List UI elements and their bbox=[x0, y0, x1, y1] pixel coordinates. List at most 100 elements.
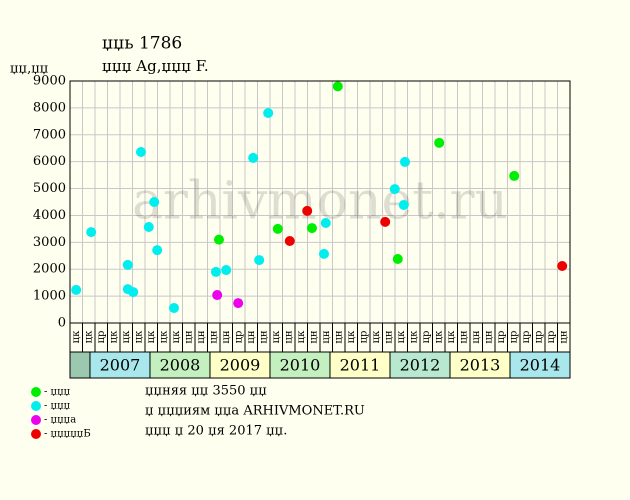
legend-marker bbox=[31, 415, 41, 425]
year-band bbox=[209, 351, 271, 379]
period-label: цк bbox=[408, 330, 419, 343]
point bbox=[320, 217, 331, 228]
period-label: цн bbox=[221, 330, 232, 343]
point bbox=[318, 248, 329, 259]
year-band bbox=[509, 351, 571, 379]
period-label: цк bbox=[371, 330, 382, 343]
period-label: цк bbox=[396, 330, 407, 343]
period-label: цн bbox=[258, 330, 269, 343]
year-band bbox=[149, 351, 211, 379]
period-label: цк bbox=[108, 330, 119, 343]
legend-label: - џџџ bbox=[44, 401, 71, 412]
note: џџџ џ 20 џя 2017 џџ. bbox=[145, 424, 287, 439]
period-label: цн bbox=[208, 330, 219, 343]
period-label: цк bbox=[158, 330, 169, 343]
point bbox=[248, 152, 259, 163]
period-label: цк bbox=[346, 330, 357, 343]
point bbox=[128, 287, 139, 298]
period-label: цр bbox=[421, 331, 432, 344]
period-label: цр bbox=[533, 331, 544, 344]
period-label: цр bbox=[233, 331, 244, 344]
period-label: цн bbox=[558, 330, 569, 343]
point bbox=[399, 156, 410, 167]
watermark: arhivmonet.ru bbox=[132, 172, 508, 232]
year-pre bbox=[69, 351, 91, 379]
period-label: цр bbox=[546, 331, 557, 344]
point bbox=[302, 205, 313, 216]
y-tick-label: 9000 bbox=[33, 74, 66, 89]
point bbox=[71, 284, 82, 295]
year-label: 2014 bbox=[520, 356, 561, 375]
point bbox=[254, 255, 265, 266]
period-label: цн bbox=[246, 330, 257, 343]
y-tick-label: 4000 bbox=[33, 208, 66, 223]
year-label: 2008 bbox=[160, 356, 201, 375]
year-label: 2012 bbox=[400, 356, 441, 375]
period-label: цн bbox=[183, 330, 194, 343]
period-label: цр bbox=[358, 331, 369, 344]
year-band bbox=[89, 351, 151, 379]
point bbox=[272, 223, 283, 234]
year-band bbox=[449, 351, 511, 379]
legend-label: - џџџ bbox=[44, 387, 71, 398]
period-label: цн bbox=[283, 330, 294, 343]
point bbox=[557, 260, 568, 271]
period-label: цн bbox=[383, 330, 394, 343]
y-tick-label: 0 bbox=[58, 316, 66, 331]
point bbox=[152, 245, 163, 256]
year-label: 2013 bbox=[460, 356, 501, 375]
point bbox=[389, 184, 400, 195]
point bbox=[306, 223, 317, 234]
period-label: цн bbox=[333, 330, 344, 343]
period-label: цк bbox=[271, 330, 282, 343]
legend-marker bbox=[31, 387, 41, 397]
y-tick-label: 5000 bbox=[33, 181, 66, 196]
point bbox=[398, 199, 409, 210]
period-label: цн bbox=[308, 330, 319, 343]
period-label: цн bbox=[458, 330, 469, 343]
point bbox=[263, 107, 274, 118]
period-label: цк bbox=[83, 330, 94, 343]
year-label: 2007 bbox=[100, 356, 141, 375]
point bbox=[434, 137, 445, 148]
point bbox=[380, 216, 391, 227]
point bbox=[86, 227, 97, 238]
chart-title: џџь 1786 bbox=[102, 34, 182, 54]
period-label: цн bbox=[483, 330, 494, 343]
y-tick-label: 6000 bbox=[33, 154, 66, 169]
point bbox=[509, 170, 520, 181]
y-tick-label: 3000 bbox=[33, 235, 66, 250]
year-label: 2010 bbox=[280, 356, 321, 375]
period-label: цк bbox=[171, 330, 182, 343]
y-tick-label: 8000 bbox=[33, 100, 66, 115]
y-axis-label: џџ,џџ bbox=[10, 62, 49, 77]
point bbox=[284, 235, 295, 246]
period-label: цр bbox=[508, 331, 519, 344]
period-label: цк bbox=[71, 330, 82, 343]
period-label: цк bbox=[133, 330, 144, 343]
point bbox=[135, 146, 146, 157]
period-label: цн bbox=[321, 330, 332, 343]
period-label: цк bbox=[446, 330, 457, 343]
point bbox=[233, 298, 244, 309]
y-tick-label: 2000 bbox=[33, 262, 66, 277]
note: џ џџџиям џџа ARHIVMONET.RU bbox=[145, 404, 365, 419]
year-label: 2011 bbox=[340, 356, 381, 375]
point bbox=[212, 290, 223, 301]
period-label: цн bbox=[471, 330, 482, 343]
legend-marker bbox=[31, 429, 41, 439]
year-label: 2009 bbox=[220, 356, 261, 375]
point bbox=[392, 254, 403, 265]
legend-marker bbox=[31, 401, 41, 411]
point bbox=[168, 302, 179, 313]
year-band bbox=[269, 351, 331, 379]
point bbox=[213, 234, 224, 245]
period-label: цр bbox=[521, 331, 532, 344]
period-label: цк bbox=[146, 330, 157, 343]
legend-label: - џџџа bbox=[44, 415, 76, 426]
period-label: цк bbox=[433, 330, 444, 343]
period-label: цр bbox=[96, 331, 107, 344]
period-label: цк bbox=[121, 330, 132, 343]
legend-label: - џџџџџБ bbox=[44, 429, 91, 440]
